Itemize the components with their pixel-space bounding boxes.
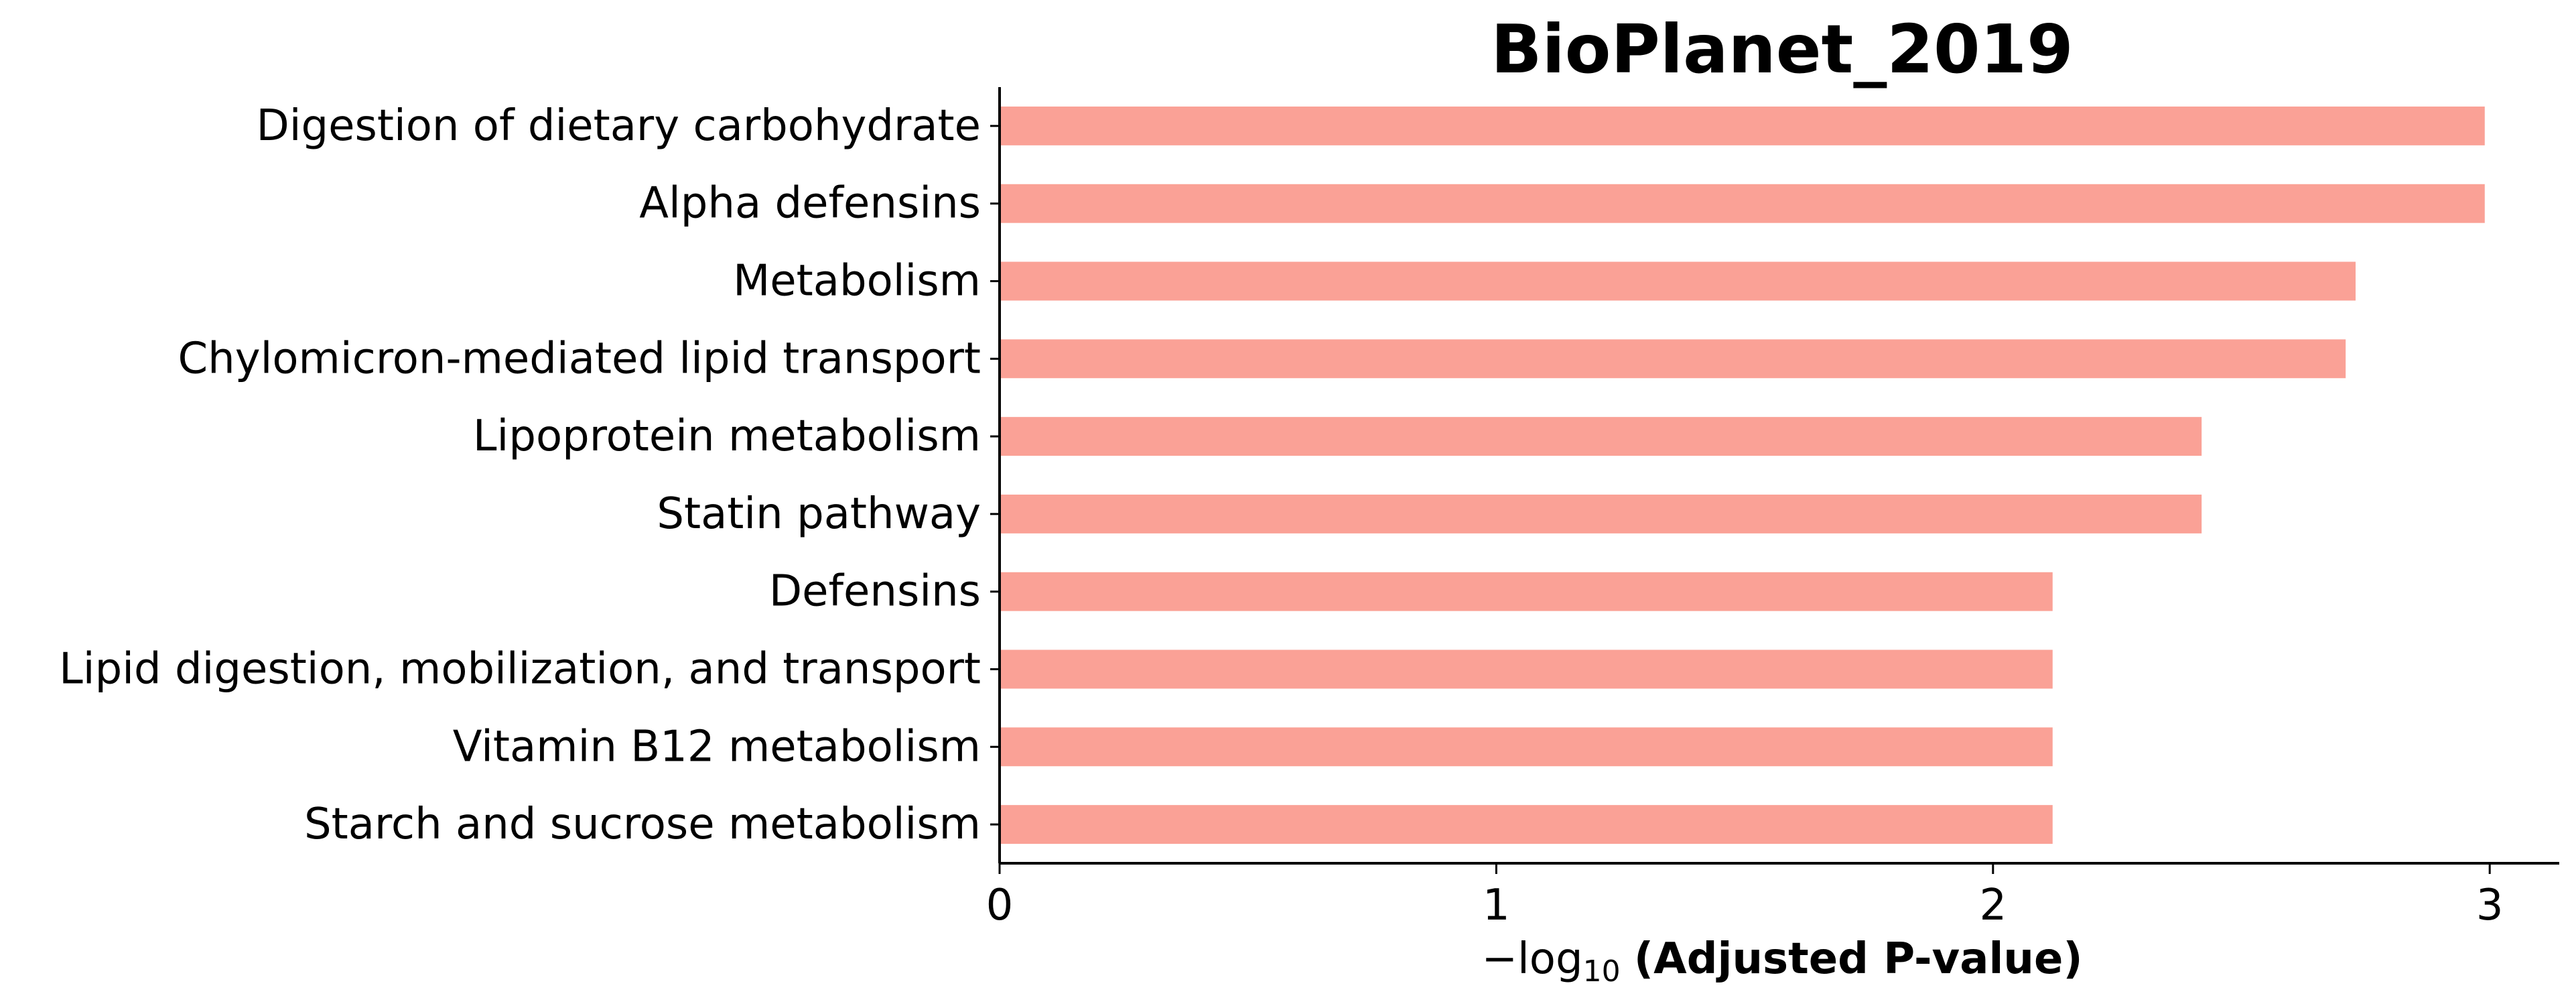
category-label-10: Starch and sucrose metabolism — [304, 800, 981, 849]
category-label-5: Lipoprotein metabolism — [473, 412, 981, 461]
axes — [998, 87, 2559, 865]
x-tick-label-1: 1 — [1483, 881, 1510, 930]
x-ticks: 0 1 2 3 — [986, 863, 2504, 930]
x-axis-label-main: (Adjusted P-value) — [1634, 934, 2083, 984]
bar-6 — [1000, 494, 2202, 534]
chart-title: BioPlanet_2019 — [1491, 10, 2073, 88]
bar-2 — [1000, 184, 2485, 223]
bar-5 — [1000, 417, 2202, 456]
bar-10 — [1000, 805, 2053, 844]
x-tick-label-3: 3 — [2476, 881, 2504, 930]
bar-4 — [1000, 339, 2346, 379]
category-labels: Digestion of dietary carbohydrate Alpha d… — [59, 101, 1000, 849]
bars-group — [1000, 106, 2485, 844]
x-axis-label: −log10 (Adjusted P-value) — [1481, 934, 2082, 989]
category-label-2: Alpha defensins — [639, 179, 981, 229]
x-axis-label-subscript: 10 — [1583, 954, 1621, 989]
category-label-4: Chylomicron-mediated lipid transport — [178, 334, 981, 383]
category-label-6: Statin pathway — [657, 489, 981, 539]
x-tick-label-0: 0 — [986, 881, 1014, 930]
x-axis-label-prefix: −log — [1481, 934, 1582, 984]
category-label-3: Metabolism — [733, 257, 981, 306]
category-label-7: Defensins — [769, 567, 981, 617]
category-label-9: Vitamin B12 metabolism — [453, 722, 981, 771]
bar-1 — [1000, 106, 2485, 145]
category-label-1: Digestion of dietary carbohydrate — [256, 101, 981, 151]
category-label-8: Lipid digestion, mobilization, and trans… — [59, 645, 981, 694]
bar-9 — [1000, 727, 2053, 767]
bar-3 — [1000, 261, 2356, 301]
x-tick-label-2: 2 — [1979, 881, 2007, 930]
bar-8 — [1000, 649, 2053, 689]
bar-7 — [1000, 572, 2053, 611]
